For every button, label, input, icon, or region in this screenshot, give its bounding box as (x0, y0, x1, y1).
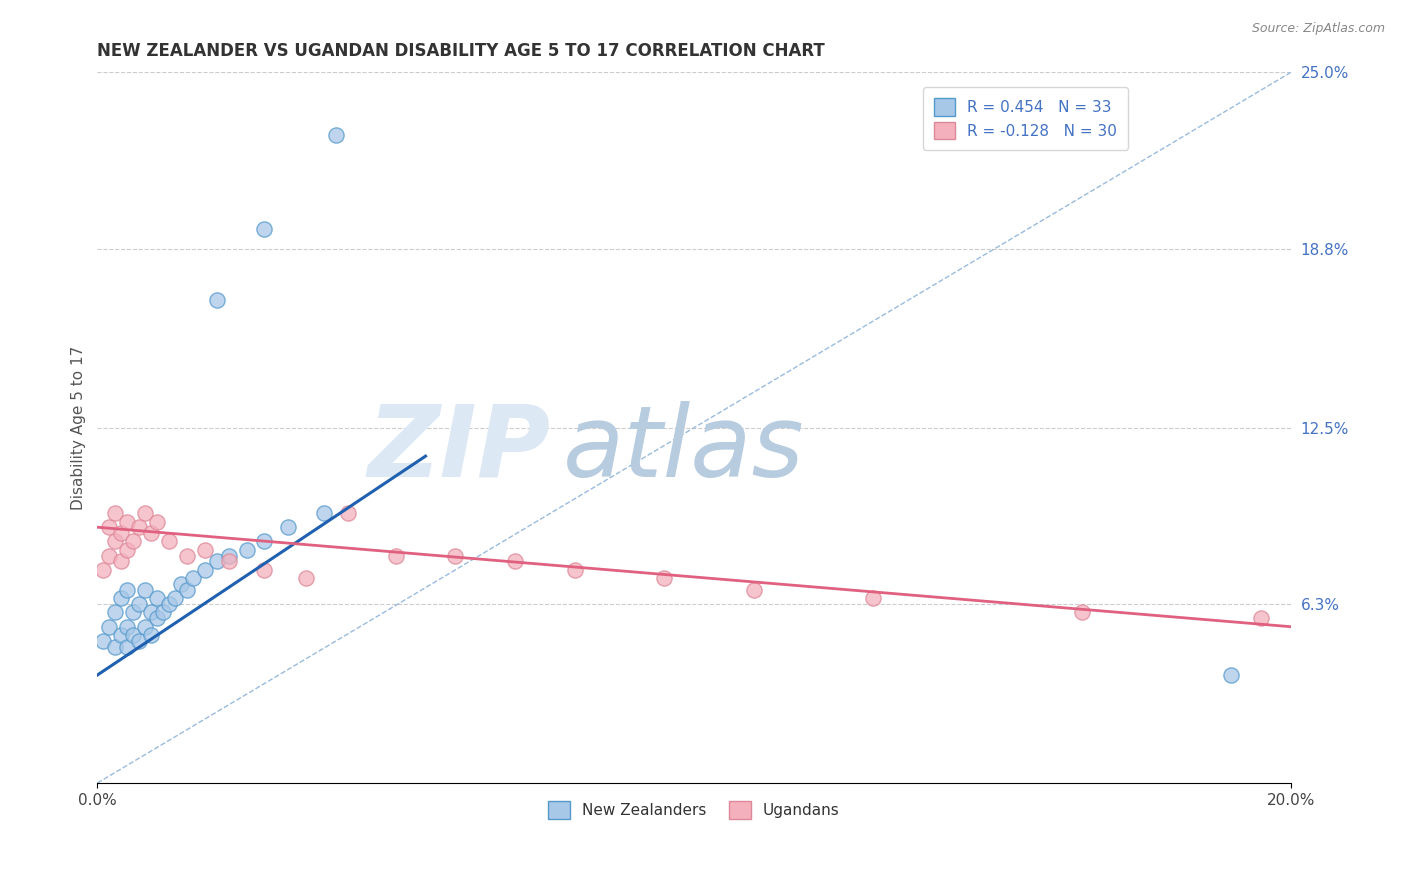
Point (742, 582, 765, 597)
Point (157, 534, 180, 549)
Point (325, 128, 347, 142)
Point (98, 549, 121, 563)
Point (139, 525, 162, 540)
Point (110, 591, 132, 606)
Legend: New Zealanders, Ugandans: New Zealanders, Ugandans (543, 796, 846, 825)
Point (205, 293, 228, 307)
Point (157, 597, 180, 611)
Text: ZIP: ZIP (368, 401, 551, 498)
Point (253, 221, 276, 235)
Point (277, 520, 299, 534)
Y-axis label: Disability Age 5 to 17: Disability Age 5 to 17 (72, 345, 86, 510)
Point (115, 640, 138, 654)
Point (652, 571, 675, 585)
Text: atlas: atlas (562, 401, 804, 498)
Point (503, 554, 526, 568)
Point (146, 611, 169, 625)
Point (104, 640, 127, 654)
Point (128, 634, 150, 648)
Text: Source: ZipAtlas.com: Source: ZipAtlas.com (1251, 22, 1385, 36)
Point (163, 591, 186, 606)
Point (91, 634, 114, 648)
Point (98, 620, 121, 634)
Point (1070, 606, 1092, 620)
Point (115, 582, 138, 597)
Point (170, 577, 193, 591)
Point (104, 534, 127, 549)
Point (104, 606, 127, 620)
Point (253, 563, 276, 577)
Point (122, 534, 145, 549)
Point (862, 591, 884, 606)
Point (176, 582, 198, 597)
Point (146, 591, 169, 606)
Point (1220, 668, 1243, 682)
Point (128, 597, 150, 611)
Point (218, 554, 240, 568)
Point (564, 563, 586, 577)
Point (194, 563, 217, 577)
Point (115, 620, 138, 634)
Point (98, 520, 121, 534)
Point (91, 563, 114, 577)
Point (115, 543, 138, 558)
Point (110, 628, 132, 642)
Point (253, 534, 276, 549)
Point (139, 628, 162, 642)
Point (134, 582, 156, 597)
Point (218, 549, 240, 563)
Point (134, 506, 156, 520)
Point (314, 506, 336, 520)
Point (134, 620, 156, 634)
Point (205, 554, 228, 568)
Point (295, 571, 318, 585)
Point (181, 571, 204, 585)
Point (128, 520, 150, 534)
Point (444, 549, 467, 563)
Point (1250, 611, 1272, 625)
Point (235, 543, 257, 558)
Point (176, 549, 198, 563)
Point (110, 554, 132, 568)
Point (146, 515, 169, 529)
Point (384, 549, 406, 563)
Point (336, 506, 359, 520)
Point (194, 543, 217, 558)
Point (122, 628, 145, 642)
Point (122, 606, 145, 620)
Point (110, 525, 132, 540)
Point (152, 606, 174, 620)
Point (104, 506, 127, 520)
Point (115, 515, 138, 529)
Text: NEW ZEALANDER VS UGANDAN DISABILITY AGE 5 TO 17 CORRELATION CHART: NEW ZEALANDER VS UGANDAN DISABILITY AGE … (97, 42, 825, 60)
Point (139, 606, 162, 620)
